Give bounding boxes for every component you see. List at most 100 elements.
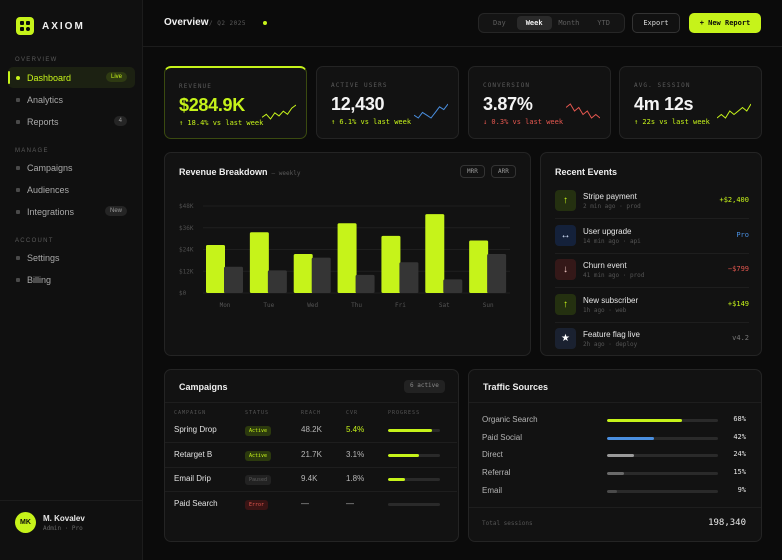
bullet-icon [16, 119, 20, 124]
sparkline-active-users [414, 103, 448, 119]
sidebar-item-label: Dashboard [27, 72, 72, 83]
axiom-logo-icon [16, 17, 34, 35]
brand-name: AXIOM [42, 20, 85, 32]
bar-mon-series-0[interactable] [206, 244, 225, 293]
sidebar: AXIOM OVERVIEW Dashboard Live Analytics … [0, 0, 143, 560]
kpi-card-conversion[interactable]: CONVERSION 3.87% ↓ 0.3% vs last week [468, 66, 611, 139]
campaign-name[interactable]: Paid Search [174, 499, 218, 509]
event-value: +$149 [727, 299, 749, 308]
sidebar-item-label: Integrations [27, 206, 75, 217]
campaign-name[interactable]: Email Drip [174, 474, 211, 484]
column-header-progress[interactable]: PROGRESS [388, 410, 421, 416]
event-meta: 2 min ago · prod [583, 203, 641, 210]
bullet-icon [16, 209, 20, 214]
y-tick-label: $0 [179, 290, 187, 297]
bar-fri-series-0[interactable] [381, 235, 401, 293]
x-tick-label: Sun [483, 302, 494, 309]
status-badge: Error [245, 500, 269, 511]
sidebar-item-campaigns[interactable]: Campaigns [8, 157, 135, 178]
bar-thu-series-0[interactable] [337, 223, 357, 293]
kpi-card-active-users[interactable]: ACTIVE USERS 12,430 ↑ 6.1% vs last week [316, 66, 459, 139]
sidebar-item-integrations[interactable]: Integrations New [8, 201, 135, 222]
bar-sun-series-1[interactable] [487, 254, 507, 293]
column-header-status[interactable]: STATUS [245, 410, 270, 416]
bar-wed-series-1[interactable] [311, 257, 331, 293]
campaign-name[interactable]: Retarget B [174, 449, 213, 459]
brand[interactable]: AXIOM [16, 17, 85, 35]
event-meta: 14 min ago · api [583, 237, 641, 245]
bar-sun-series-0[interactable] [469, 240, 489, 293]
y-tick-label: $36K [179, 225, 194, 232]
range-tab-day[interactable]: Day [493, 19, 506, 27]
event-meta: 2h ago · deploy [583, 341, 638, 348]
kpi-delta: ↑ 18.4% vs last week [179, 119, 264, 127]
cvr-value: 5.4% [346, 425, 365, 434]
sidebar-item-settings[interactable]: Settings [8, 247, 135, 268]
event-row[interactable]: ↑ Stripe payment 2 min ago · prod +$2,400 [555, 190, 749, 212]
sidebar-item-reports[interactable]: Reports 4 [8, 111, 135, 132]
column-header-campaign[interactable]: CAMPAIGN [174, 410, 207, 416]
sidebar-item-dashboard[interactable]: Dashboard Live [8, 67, 135, 88]
x-tick-label: Sat [439, 302, 450, 309]
new-report-button[interactable]: + New Report [689, 13, 761, 33]
bar-mon-series-1[interactable] [224, 266, 243, 293]
kpi-value: 4m 12s [634, 94, 694, 114]
user-profile[interactable]: MK M. Kovalev Admin · Pro [0, 500, 143, 560]
event-row[interactable]: ↑ New subscriber 1h ago · web +$149 [555, 293, 749, 316]
nav-section-account: ACCOUNT [15, 238, 54, 244]
card-title: Recent Events [555, 167, 618, 177]
kpi-card-avg-session[interactable]: AVG. SESSION 4m 12s ↑ 22s vs last week [619, 66, 762, 139]
column-header-cvr[interactable]: CVR [346, 410, 359, 416]
bar-tue-series-0[interactable] [249, 232, 269, 293]
source-percent: 9% [737, 485, 746, 494]
sidebar-item-label: Analytics [27, 94, 64, 105]
range-tab-ytd[interactable]: YTD [597, 19, 610, 27]
bar-sat-series-0[interactable] [425, 214, 445, 293]
reach-value: 48.2K [301, 425, 322, 434]
kpi-delta: ↓ 0.3% vs last week [483, 118, 564, 126]
source-label: Referral [482, 468, 511, 478]
progress-bar [388, 478, 440, 482]
range-selector: Day Week Month YTD [478, 13, 625, 33]
bar-thu-series-1[interactable] [355, 274, 375, 293]
bar-wed-series-0[interactable] [293, 254, 313, 293]
range-tab-week[interactable]: Week [516, 16, 552, 30]
export-button[interactable]: Export [632, 13, 680, 33]
kpi-value: 12,430 [331, 94, 385, 114]
cvr-value: 3.1% [346, 449, 365, 459]
kpi-card-revenue[interactable]: REVENUE $284.9K ↑ 18.4% vs last week [164, 66, 307, 139]
event-row[interactable]: ★ Feature flag live 2h ago · deploy v4.2 [555, 328, 749, 350]
event-title: New subscriber [583, 295, 639, 305]
sidebar-item-billing[interactable]: Billing [8, 269, 135, 290]
bar-fri-series-1[interactable] [399, 262, 419, 293]
event-row[interactable]: ↔ User upgrade 14 min ago · api Pro [555, 224, 749, 247]
column-header-reach[interactable]: REACH [301, 410, 322, 416]
star-icon: ★ [555, 328, 576, 349]
sparkline-avg-session [717, 103, 751, 119]
card-title: Campaigns [179, 382, 228, 392]
sidebar-item-analytics[interactable]: Analytics [8, 89, 135, 110]
recent-events-card: Recent Events ↑ Stripe payment 2 min ago ·… [540, 152, 762, 356]
source-bar [607, 436, 718, 440]
reports-count-badge: 4 [113, 116, 127, 126]
x-tick-label: Wed [307, 302, 318, 309]
bar-tue-series-1[interactable] [267, 270, 287, 293]
active-count-badge: 6 active [404, 380, 445, 393]
source-label: Direct [482, 450, 503, 460]
kpi-label: ACTIVE USERS [331, 82, 388, 89]
range-tab-month[interactable]: Month [558, 19, 580, 27]
campaign-name[interactable]: Spring Drop [174, 425, 217, 434]
kpi-label: REVENUE [179, 83, 212, 90]
source-percent: 24% [733, 450, 746, 459]
arr-toggle[interactable]: ARR [491, 165, 516, 178]
kpi-value: $284.9K [179, 95, 245, 115]
card-subtitle: — weekly [271, 170, 301, 177]
bar-sat-series-1[interactable] [443, 279, 463, 293]
mrr-toggle[interactable]: MRR [460, 165, 485, 178]
sparkline-path [414, 103, 448, 119]
event-row[interactable]: ↓ Churn event 41 min ago · prod −$799 [555, 259, 749, 281]
event-value: Pro [736, 230, 749, 239]
sidebar-item-audiences[interactable]: Audiences [8, 179, 135, 200]
arrow-up-icon: ↑ [555, 293, 576, 315]
revenue-breakdown-card: Revenue Breakdown — weekly MRR ARR $0 $12K… [164, 152, 531, 356]
